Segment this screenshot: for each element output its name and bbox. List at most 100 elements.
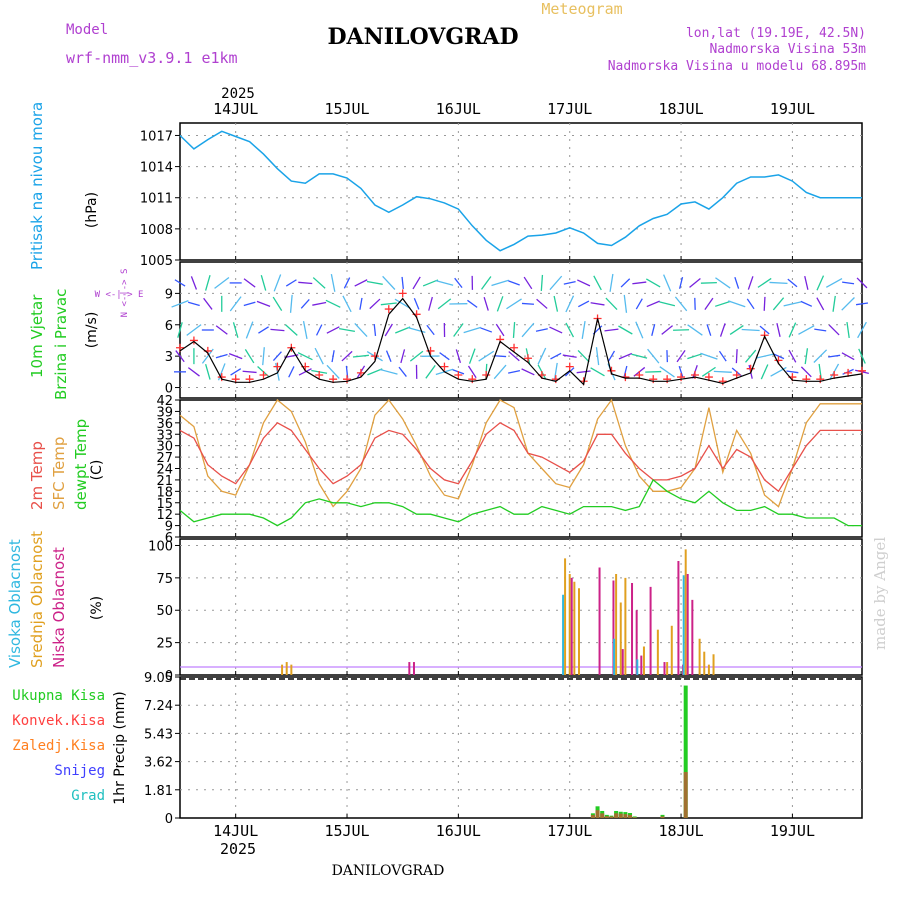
cloud-ylabel: (%) [89,596,105,620]
bottom-day-label: 14JUL [213,822,258,840]
wind-arrow [359,297,363,310]
y-tick-label: 36 [156,417,173,432]
precip-legend: Ukupna Kisa Konvek.Kisa Zaledj.Kisa Snijeg G… [12,688,105,804]
wind-arrow [339,327,356,333]
y-tick-label: 1005 [140,254,173,269]
wind-arrow [508,369,521,374]
wind-arrow [341,350,353,362]
wind-arrow [425,364,436,379]
wind-arrow [300,298,310,309]
wind-arrow [187,301,200,307]
wind-arrow [480,327,493,333]
wind-arrow [521,302,534,305]
gust-marker [454,370,463,379]
wind-arrow [678,365,684,378]
wind-ylabel: (m/s) [84,312,100,349]
wind-arrow [715,300,731,307]
cloud-panel: 0 25 50 75 100 [148,538,863,684]
wind-arrow [741,328,760,332]
pressure-line [179,130,862,252]
wind-arrow [645,278,661,288]
lonlat-label: lon,lat (19.19E, 42.5N) [686,26,866,41]
bottom-day-label: 19JUL [770,822,815,840]
wind-arrow [635,321,644,339]
wind-panel-title-line2: Brzina i Pravac [52,289,70,400]
y-tick-label: 24 [156,463,173,478]
wind-arrow [804,275,809,290]
wind-arrow [382,275,396,290]
wind-arrow [704,297,714,310]
wind-arrow [647,348,660,364]
wind-arrow [581,321,586,339]
wind-arrow [842,281,855,285]
wind-arrow [651,324,656,336]
chart-subtitle: Meteogram [541,0,622,18]
wind-arrow [760,364,769,380]
wind-arrow [855,302,869,306]
wind-arrow [804,348,809,365]
wind-arrow [284,324,298,336]
y-tick-label: 5.43 [144,727,173,742]
gust-marker [356,368,365,377]
wind-arrow [493,364,507,380]
wind-arrow [394,298,411,310]
precip-legend-item: Grad [71,788,105,804]
wind-arrow [229,296,242,312]
wind-arrow [343,277,351,289]
wind-arrow [605,297,618,311]
wind-arrow [700,352,718,360]
wind-arrow [728,300,746,308]
wind-arrow [595,347,600,366]
wind-arrow [508,351,520,362]
wind-arrow [407,327,426,333]
wind-arrow [788,322,797,338]
wind-arrow [763,296,766,311]
wind-arrow [379,368,398,375]
wind-arrow [828,324,840,336]
bottom-day-label: 18JUL [658,822,703,840]
chart-title: DANILOVGRAD [327,24,518,50]
wind-arrow [243,278,256,288]
gust-marker [858,366,866,375]
wind-arrow [550,352,562,360]
gust-marker [273,362,282,371]
wind-arrow [258,326,269,334]
temp-legend-2m: 2m Temp [28,441,46,510]
wind-arrow [331,350,335,363]
wind-arrow [846,321,850,339]
y-tick-label: 27 [156,451,173,466]
cloud-legend-high: Visoka Oblacnost [6,539,24,668]
wind-arrow [757,277,772,288]
wind-arrow [563,281,576,285]
wind-arrow [783,301,802,307]
wind-arrow [174,279,186,287]
precip-frozen-bar [660,816,665,818]
wind-arrow [593,275,602,291]
bottom-day-label: 15JUL [324,822,369,840]
wind-arrow [262,347,265,366]
wind-arrow [565,322,575,338]
y-tick-label: 33 [156,428,173,443]
y-tick-label: 75 [156,572,173,587]
wind-arrow [661,325,673,335]
wind-arrow [270,328,285,332]
wind-arrow [659,301,676,307]
y-tick-label: 1014 [140,161,173,176]
footer-title: DANILOVGRAD [332,863,445,879]
wind-arrow [553,295,559,312]
wind-arrow [243,301,256,307]
wind-arrow [540,274,544,291]
gust-marker [816,375,825,384]
wind-arrow [521,368,535,376]
wind-arrow [495,323,505,337]
gust-marker [370,352,379,361]
wind-arrow [687,353,703,360]
wind-arrow [659,366,675,378]
wind-arrow [813,349,828,363]
wind-arrow [400,349,406,364]
wind-arrow [395,326,411,334]
wind-arrow [535,328,548,332]
wind-arrow [285,279,297,287]
wind-arrow [228,353,243,360]
